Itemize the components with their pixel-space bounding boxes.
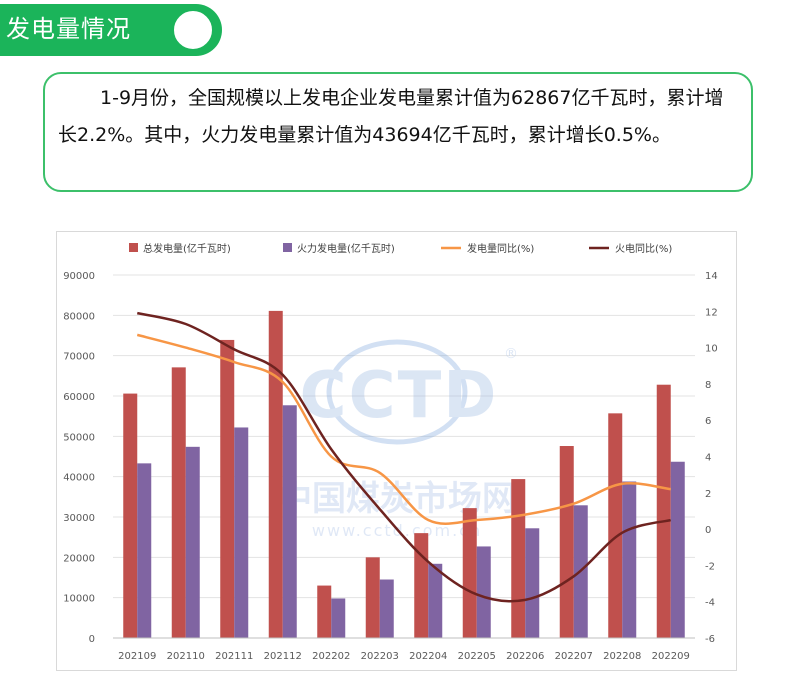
legend: 总发电量(亿千瓦时) 火力发电量(亿千瓦时) 发电量同比(%) 火电同比(%) xyxy=(129,242,672,255)
bar xyxy=(268,310,283,638)
x-tick-label: 202208 xyxy=(603,651,641,662)
lines-layer xyxy=(136,311,672,603)
bar xyxy=(670,461,685,638)
legend-swatch xyxy=(129,243,138,252)
watermark-logo: CCTD xyxy=(300,359,499,433)
y2-tick-label: 12 xyxy=(705,307,718,318)
bar xyxy=(171,367,186,638)
x-tick-label: 202209 xyxy=(652,651,690,662)
x-tick-label: 202206 xyxy=(506,651,544,662)
grid-layer xyxy=(113,274,695,639)
y-tick-label: 30000 xyxy=(63,513,95,524)
watermark-registered: ® xyxy=(504,346,518,362)
y2-tick-label: 0 xyxy=(705,525,711,536)
summary-box: 1-9月份，全国规模以上发电企业发电量累计值为62867亿千瓦时，累计增长2.2… xyxy=(43,72,753,192)
y-tick-label: 0 xyxy=(89,634,95,645)
y-tick-label: 50000 xyxy=(63,432,95,443)
x-tick-label: 202109 xyxy=(118,651,156,662)
x-tick-label: 202207 xyxy=(555,651,593,662)
bar xyxy=(476,546,491,638)
bar xyxy=(317,585,332,638)
y2-tick-label: -6 xyxy=(705,634,715,645)
bar xyxy=(462,508,477,638)
bar xyxy=(428,563,443,638)
x-tick-label: 202203 xyxy=(361,651,399,662)
series-line xyxy=(136,311,672,603)
x-tick-label: 202205 xyxy=(458,651,496,662)
y-tick-label: 70000 xyxy=(63,352,95,363)
bar xyxy=(365,557,380,638)
chart-frame: CCTD ® 中国煤炭市场网 www.cctd.com.cn 0 10000 200… xyxy=(56,231,737,671)
y-tick-label: 80000 xyxy=(63,311,95,322)
bar xyxy=(220,339,235,638)
legend-swatch xyxy=(283,243,292,252)
watermark-url: www.cctd.com.cn xyxy=(312,521,482,540)
legend-label: 总发电量(亿千瓦时) xyxy=(143,242,231,255)
bar xyxy=(608,413,623,638)
bar xyxy=(282,405,297,638)
series-line xyxy=(136,333,671,525)
legend-label: 火力发电量(亿千瓦时) xyxy=(297,242,395,255)
y2-tick-label: -4 xyxy=(705,598,715,609)
y2-tick-label: 10 xyxy=(705,344,718,355)
circle-icon xyxy=(174,11,212,49)
y-tick-label: 40000 xyxy=(63,473,95,484)
bar xyxy=(331,598,346,638)
y2-tick-label: 14 xyxy=(705,271,718,282)
bar xyxy=(559,446,574,638)
x-tick-label: 202202 xyxy=(312,651,350,662)
bar xyxy=(622,481,637,638)
y2-tick-label: 4 xyxy=(705,453,711,464)
bars-layer xyxy=(123,310,685,638)
watermark: CCTD ® 中国煤炭市场网 www.cctd.com.cn xyxy=(278,339,518,540)
section-title: 发电量情况 xyxy=(6,15,131,43)
section-banner: 发电量情况 xyxy=(0,4,222,56)
y2-tick-label: 6 xyxy=(705,416,711,427)
power-generation-chart: CCTD ® 中国煤炭市场网 www.cctd.com.cn 010000200… xyxy=(63,242,718,662)
bar xyxy=(511,479,526,638)
y-tick-label: 90000 xyxy=(63,271,95,282)
bar xyxy=(234,427,249,638)
legend-label: 火电同比(%) xyxy=(615,242,672,255)
summary-text: 1-9月份，全国规模以上发电企业发电量累计值为62867亿千瓦时，累计增长2.2… xyxy=(58,87,724,146)
bar xyxy=(185,446,200,638)
x-tick-label: 202204 xyxy=(409,651,447,662)
bar xyxy=(123,393,138,638)
y-tick-label: 10000 xyxy=(63,594,95,605)
watermark-ring-top xyxy=(326,339,468,445)
watermark-cn-name: 中国煤炭市场网 xyxy=(278,479,516,519)
x-tick-label: 202111 xyxy=(215,651,253,662)
y-tick-label: 60000 xyxy=(63,392,95,403)
y2-tick-label: -2 xyxy=(705,561,715,572)
bar xyxy=(137,463,152,638)
y2-tick-label: 8 xyxy=(705,380,711,391)
bar xyxy=(379,579,394,638)
legend-label: 发电量同比(%) xyxy=(467,242,534,255)
y2-tick-label: 2 xyxy=(705,489,711,500)
x-tick-label: 202110 xyxy=(167,651,205,662)
y-tick-label: 20000 xyxy=(63,553,95,564)
axis-layer: 0 10000 20000 30000 40000 50000 60000 70000 8000… xyxy=(63,271,718,662)
x-tick-label: 202112 xyxy=(264,651,302,662)
bar xyxy=(525,528,540,638)
bar xyxy=(656,384,671,638)
